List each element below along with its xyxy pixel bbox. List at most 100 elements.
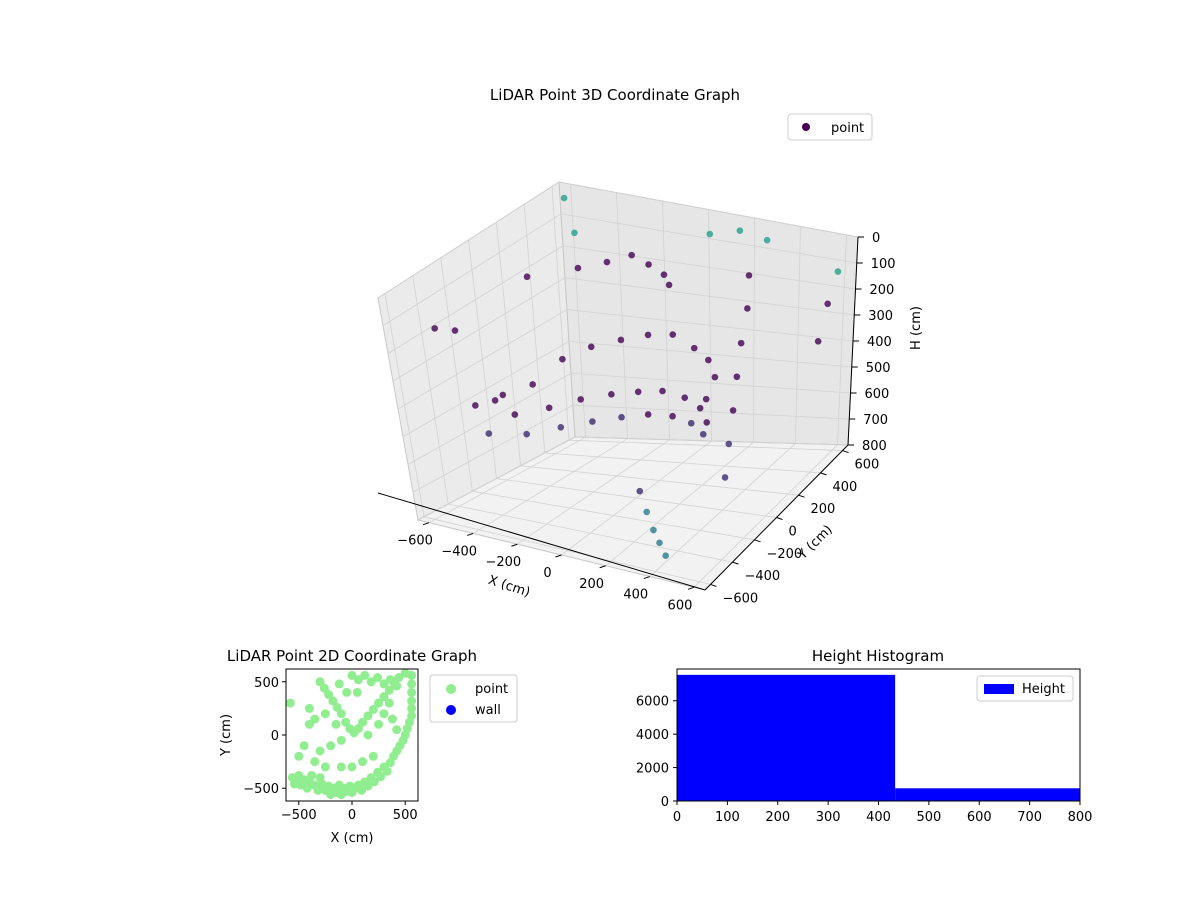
chart-2d-title: LiDAR Point 2D Coordinate Graph <box>227 647 477 665</box>
point-2d <box>352 687 362 697</box>
x-tick-3d <box>643 576 650 580</box>
point-3d <box>451 327 459 334</box>
x-tick-3d <box>422 522 430 526</box>
point-3d <box>617 336 625 344</box>
point-3d <box>523 430 530 438</box>
point-3d <box>669 331 677 338</box>
point-2d <box>407 687 417 697</box>
legend-3d: point <box>787 113 873 141</box>
y-tick-3d <box>710 583 717 587</box>
point-2d <box>286 698 295 708</box>
grid-line-z <box>382 213 857 327</box>
point-2d <box>384 685 394 695</box>
grid-line-yz <box>523 204 546 453</box>
grid-line-yz <box>384 293 425 517</box>
point-3d <box>814 338 822 345</box>
x-tick-label-hist: 600 <box>967 810 992 825</box>
z-tick-label-3d: 600 <box>865 387 890 402</box>
grid-line-y <box>568 439 843 451</box>
y-tick-3d <box>798 494 805 498</box>
point-2d <box>307 770 317 780</box>
point-3d <box>571 229 578 237</box>
y-tick-label-hist: 2000 <box>636 762 669 777</box>
point-3d <box>644 411 652 418</box>
grid-line-y <box>448 503 733 563</box>
legend-histogram: Height <box>976 675 1074 702</box>
grid-line-z <box>407 372 851 465</box>
y-tick-3d <box>776 517 783 520</box>
point-3d <box>485 430 493 437</box>
x-tick-3d <box>511 543 518 547</box>
z-tick-label-3d: 300 <box>868 309 893 324</box>
point-2d <box>379 679 389 689</box>
point-2d <box>345 724 355 734</box>
histogram-bar <box>677 674 896 801</box>
grid-line-xz <box>616 192 628 439</box>
x-tick-label-hist: 300 <box>816 810 841 825</box>
point-3d <box>702 395 710 403</box>
point-2d <box>324 690 334 700</box>
point-2d <box>299 741 309 751</box>
grid-line-z <box>377 181 859 299</box>
points-2d <box>286 669 417 800</box>
point-3d <box>660 271 668 278</box>
point-3d <box>589 418 596 425</box>
x-tick-label-3d: 0 <box>543 566 551 581</box>
point-3d <box>729 407 737 414</box>
histogram-bar <box>895 788 1080 801</box>
point-2d <box>304 703 314 713</box>
z-axis-label-3d: H (cm) <box>909 306 924 350</box>
point-3d <box>687 419 695 427</box>
grid-line-y <box>423 516 711 585</box>
point-2d <box>382 766 392 776</box>
point-3d <box>696 404 704 412</box>
point-3d <box>834 268 842 275</box>
x-tick-label-3d: 200 <box>579 577 604 592</box>
point-2d <box>332 702 342 712</box>
x-tick-3d <box>555 554 562 558</box>
x-tick-label-2d: 0 <box>348 808 356 823</box>
point-3d <box>659 387 666 395</box>
point-2d <box>341 717 351 727</box>
legend-3d-label: point <box>831 121 864 136</box>
grid-line-xz <box>708 209 712 442</box>
x-tick-label-hist: 700 <box>1017 810 1042 825</box>
grid-line-xz <box>837 234 847 445</box>
x-tick-label-3d: 400 <box>623 588 648 603</box>
grid-3d <box>377 181 859 588</box>
point-3d <box>511 411 519 418</box>
x-tick-3d <box>467 532 474 536</box>
point-3d <box>557 423 565 431</box>
z-tick-label-3d: 200 <box>870 283 895 298</box>
point-2d <box>400 669 410 678</box>
grid-line-z <box>402 340 852 438</box>
y-tick-label-3d: −600 <box>723 591 759 606</box>
y-tick-3d <box>732 561 739 565</box>
point-3d <box>472 402 479 409</box>
x-tick-label-hist: 0 <box>673 810 681 825</box>
x-tick-label-2d: 500 <box>393 808 418 823</box>
x-tick-label-3d: 600 <box>668 598 693 613</box>
point-2d <box>326 741 336 751</box>
grid-line-yz <box>495 222 522 466</box>
point-3d <box>763 236 771 244</box>
point-3d <box>705 356 712 364</box>
x-tick-label-3d: −600 <box>397 534 433 549</box>
grid-line-xz <box>570 184 586 438</box>
ticks-2d: −500 0 500 −500 0 500 <box>243 676 417 823</box>
point-3d <box>706 230 714 238</box>
y-tick-label-hist: 4000 <box>636 728 669 743</box>
chart-2d: LiDAR Point 2D Coordinate Graph −500 0 500… <box>219 647 518 846</box>
grid-line-y <box>544 452 821 474</box>
chart-3d: LiDAR Point 3D Coordinate Graph −600 −400… <box>377 86 924 613</box>
y-tick-label-3d: 200 <box>811 502 836 517</box>
point-3d <box>491 397 499 404</box>
y-axis-label-2d: Y (cm) <box>219 714 234 757</box>
ticks-histogram: 0 100 200 300 400 500 600 700 800 0 2000 4000 6000 <box>636 695 1093 825</box>
point-3d <box>699 430 707 438</box>
y-tick-label-hist: 0 <box>661 795 669 810</box>
point-3d <box>745 272 753 279</box>
point-3d <box>643 508 650 516</box>
point-2d <box>368 704 378 714</box>
